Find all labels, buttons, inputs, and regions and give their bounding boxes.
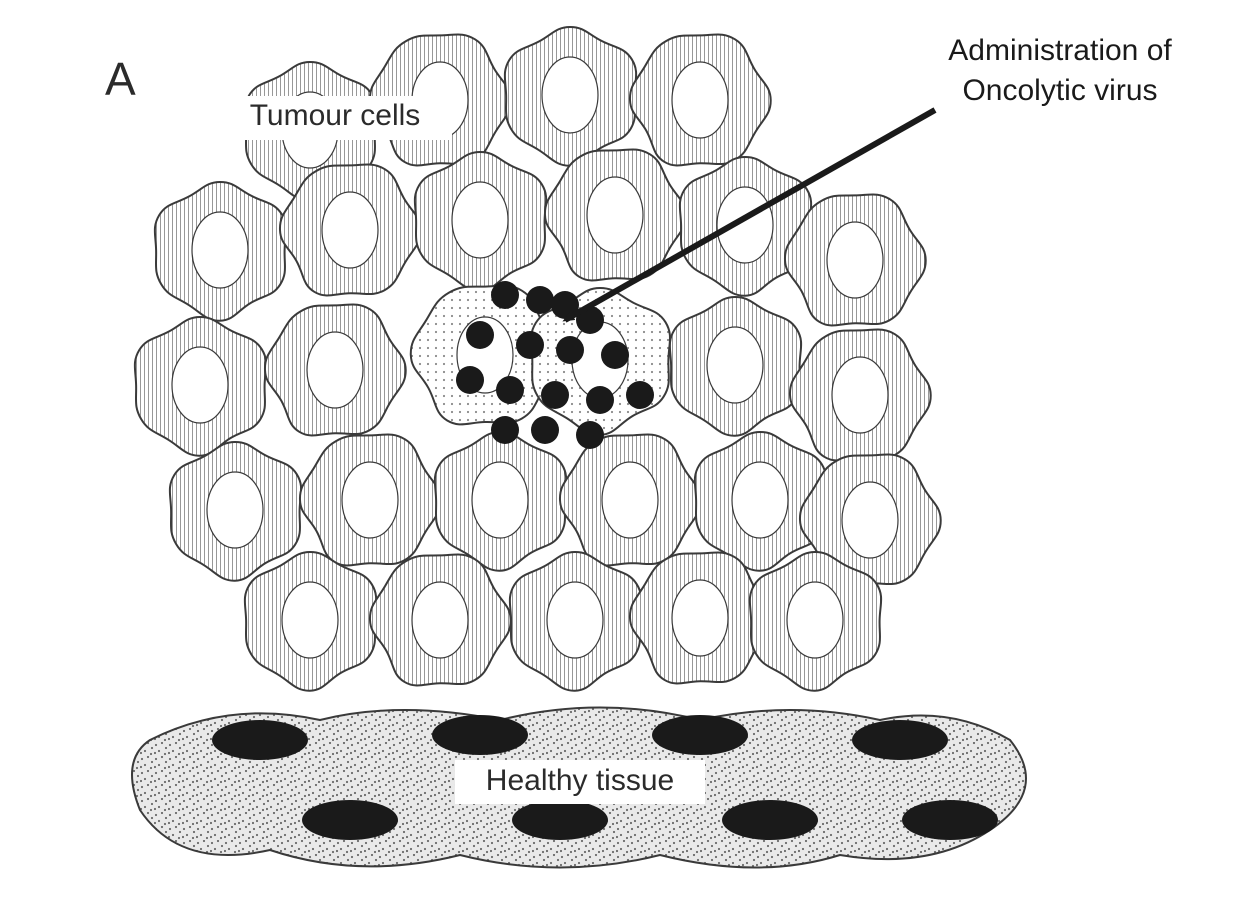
virus-particle-icon — [456, 366, 484, 394]
virus-particle-icon — [576, 421, 604, 449]
tumour-cell — [245, 552, 376, 691]
tumour-nucleus — [717, 187, 773, 263]
healthy-nucleus — [722, 800, 818, 840]
virus-particle-icon — [541, 381, 569, 409]
tumour-nucleus — [547, 582, 603, 658]
tumour-cell — [560, 434, 701, 565]
tumour-cell — [785, 194, 926, 325]
virus-particle-icon — [466, 321, 494, 349]
tumour-nucleus — [472, 462, 528, 538]
healthy-nucleus — [512, 800, 608, 840]
tumour-cell — [155, 182, 286, 321]
panel-label: A — [105, 53, 136, 105]
healthy-nucleus — [212, 720, 308, 760]
tumour-cell — [370, 554, 511, 685]
tumour-cell — [170, 442, 301, 581]
healthy-nucleus — [902, 800, 998, 840]
tumour-nucleus — [192, 212, 248, 288]
tumour-cell — [750, 552, 881, 691]
tumour-nucleus — [832, 357, 888, 433]
admin-label-line2: Oncolytic virus — [962, 74, 1157, 107]
tumour-nucleus — [322, 192, 378, 268]
healthy-nucleus — [302, 800, 398, 840]
virus-particle-icon — [526, 286, 554, 314]
tumour-nucleus — [412, 582, 468, 658]
healthy-nucleus — [432, 715, 528, 755]
tumour-cell — [670, 297, 801, 436]
tumour-cell — [280, 164, 421, 295]
healthy-nucleus — [652, 715, 748, 755]
tumour-nucleus — [732, 462, 788, 538]
tumour-cell — [265, 304, 406, 435]
tumour-nucleus — [707, 327, 763, 403]
tumour-nucleus — [827, 222, 883, 298]
tumour-nucleus — [172, 347, 228, 423]
virus-particle-icon — [491, 416, 519, 444]
tumour-nucleus — [207, 472, 263, 548]
tumour-cell — [630, 34, 771, 165]
tumour-cell — [630, 552, 771, 683]
tumour-nucleus — [602, 462, 658, 538]
tumour-nucleus — [787, 582, 843, 658]
admin-label-line1: Administration of — [948, 34, 1172, 67]
tumour-cell — [505, 27, 636, 166]
tumour-nucleus — [672, 580, 728, 656]
tumour-nucleus — [542, 57, 598, 133]
tumour-nucleus — [672, 62, 728, 138]
tumour-nucleus — [587, 177, 643, 253]
tumour-nucleus — [842, 482, 898, 558]
tumour-cell — [790, 329, 931, 460]
healthy-nucleus — [852, 720, 948, 760]
virus-particle-icon — [531, 416, 559, 444]
tumour-cell — [300, 434, 441, 565]
healthy-tissue-label: Healthy tissue — [486, 764, 674, 797]
virus-particle-icon — [556, 336, 584, 364]
virus-particle-icon — [516, 331, 544, 359]
virus-particle-icon — [491, 281, 519, 309]
tumour-cell — [510, 552, 641, 691]
tumour-nucleus — [452, 182, 508, 258]
tumour-cell — [415, 152, 546, 291]
virus-particle-icon — [586, 386, 614, 414]
tumour-cells-label: Tumour cells — [250, 99, 421, 132]
virus-particle-icon — [626, 381, 654, 409]
tumour-nucleus — [282, 582, 338, 658]
virus-particle-icon — [496, 376, 524, 404]
tumour-nucleus — [342, 462, 398, 538]
tumour-cell — [435, 432, 566, 571]
virus-particle-icon — [601, 341, 629, 369]
tumour-cell — [135, 317, 266, 456]
tumour-nucleus — [307, 332, 363, 408]
